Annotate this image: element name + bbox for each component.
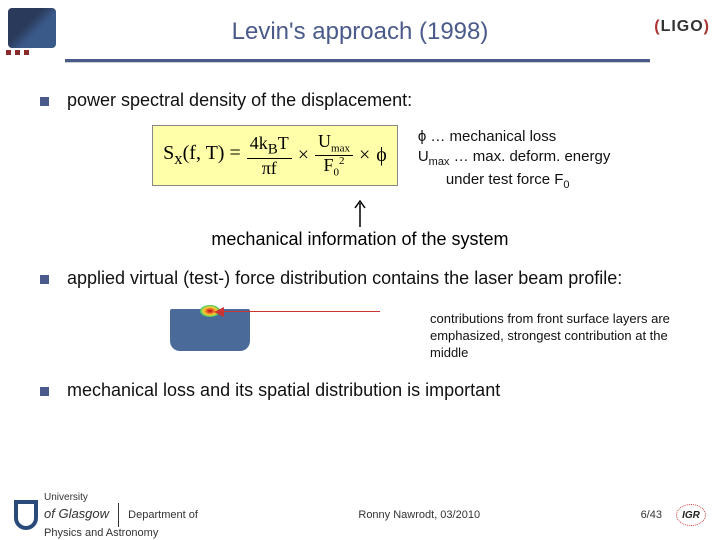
mirror-diagram xyxy=(170,303,260,353)
title-underline xyxy=(65,59,650,62)
arrow-up-icon xyxy=(354,199,366,227)
geo600-logo xyxy=(8,8,56,48)
ligo-logo: (LIGO) xyxy=(654,18,710,36)
glasgow-shield-icon xyxy=(14,500,38,530)
bullet-3: mechanical loss and its spatial distribu… xyxy=(40,380,680,401)
bullet-1: power spectral density of the displaceme… xyxy=(40,90,680,111)
igr-logo: IGR xyxy=(676,504,706,526)
bullet-3-text: mechanical loss and its spatial distribu… xyxy=(67,380,500,401)
formula-legend: ϕ … mechanical loss Umax … max. deform. … xyxy=(418,127,648,193)
slide-title: Levin's approach (1998) xyxy=(0,18,720,46)
psd-formula: Sx(f, T) = 4kBT πf × Umax F02 × ϕ xyxy=(152,125,398,186)
uni-line1: University xyxy=(44,492,88,503)
slide-header: Levin's approach (1998) (LIGO) xyxy=(0,0,720,70)
footer-affiliation: University of Glasgow Department of Phys… xyxy=(14,491,198,539)
slide-footer: University of Glasgow Department of Phys… xyxy=(0,496,720,540)
logo-dots xyxy=(6,50,29,55)
slide-body: power spectral density of the displaceme… xyxy=(0,70,720,401)
bullet-marker xyxy=(40,97,49,106)
formula-row: Sx(f, T) = 4kBT πf × Umax F02 × ϕ ϕ … me… xyxy=(40,125,680,193)
bullet-2-text: applied virtual (test-) force distributi… xyxy=(67,268,622,289)
mid-caption: mechanical information of the system xyxy=(40,229,680,250)
diagram-note: contributions from front surface layers … xyxy=(430,311,690,362)
callout-arrow-icon xyxy=(214,307,224,317)
page-number: 6/43 xyxy=(641,509,662,521)
bullet-2: applied virtual (test-) force distributi… xyxy=(40,268,680,289)
bullet-1-text: power spectral density of the displaceme… xyxy=(67,90,412,111)
dept-line1: Department of xyxy=(128,509,198,521)
uni-line2: of Glasgow xyxy=(44,506,109,521)
bullet-marker xyxy=(40,387,49,396)
bullet-marker xyxy=(40,275,49,284)
footer-author: Ronny Nawrodt, 03/2010 xyxy=(358,509,480,521)
footer-divider xyxy=(118,503,119,527)
callout-line xyxy=(220,311,380,312)
dept-line2: Physics and Astronomy xyxy=(44,527,158,539)
